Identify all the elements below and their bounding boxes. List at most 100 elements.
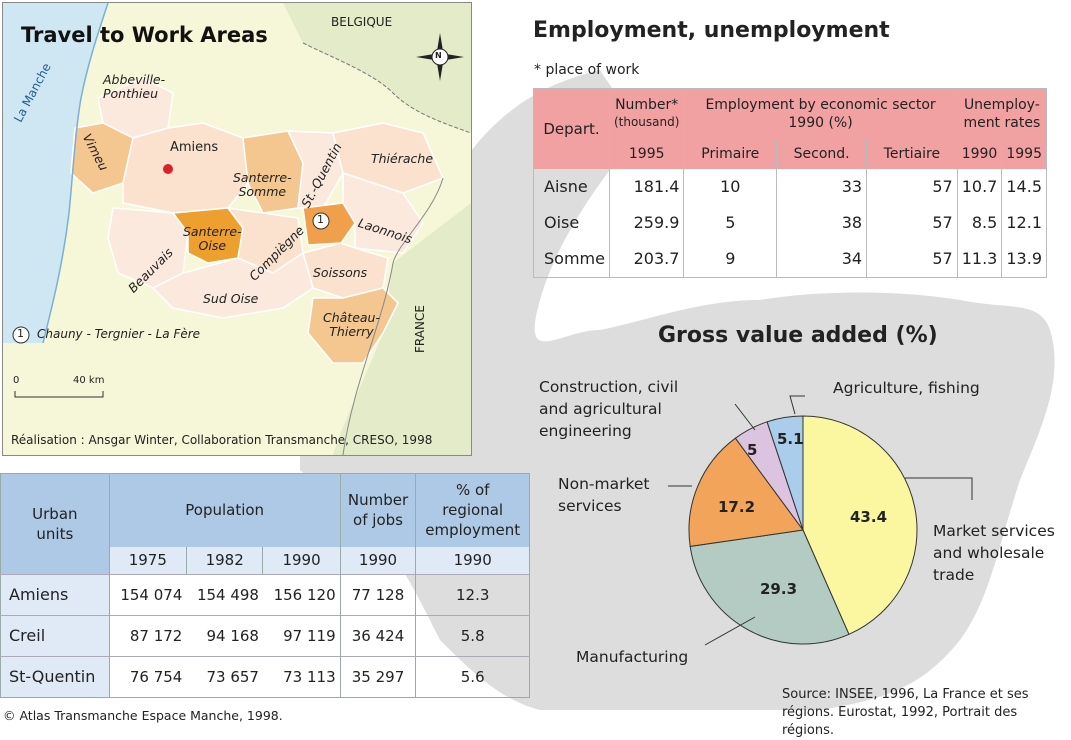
slice-value-manuf: 29.3 xyxy=(760,580,798,598)
cell-primaire: 9 xyxy=(683,240,777,277)
th-number: Number* (thousand) xyxy=(608,88,684,139)
slice-value-constr: 5 xyxy=(747,441,758,459)
cell-u1995: 13.9 xyxy=(1001,240,1047,277)
dept-name: Aisne xyxy=(544,177,588,196)
th-jobs-1990: 1990 xyxy=(339,546,416,574)
cell-tertiaire: 57 xyxy=(866,168,958,205)
cell-number: 181.4 xyxy=(608,168,684,205)
legend-marker-number: 1 xyxy=(17,327,24,340)
th-1990: 1990 xyxy=(262,546,341,574)
zone-soissons-shape xyxy=(302,242,389,299)
label-amiens: Amiens xyxy=(170,140,219,155)
belgium-area xyxy=(283,3,471,133)
gva-title: Gross value added (%) xyxy=(658,323,938,348)
cell-second: 34 xyxy=(776,240,867,277)
zone-santerre-oise: Santerre- Oise xyxy=(183,224,242,253)
th-pct: % of regional employment xyxy=(415,473,530,547)
cell-number: 259.9 xyxy=(608,204,684,241)
pie-slice-market xyxy=(802,415,918,635)
legend-manuf: Manufacturing xyxy=(576,648,689,666)
amiens-dot xyxy=(163,164,173,174)
legend-agri: Agriculture, fishing xyxy=(833,379,980,397)
cell-jobs: 35 297 xyxy=(339,655,416,697)
scale-bar xyxy=(14,391,104,398)
cell-u1990: 8.5 xyxy=(956,204,1002,241)
cell-p1982: 94 168 xyxy=(186,614,263,656)
th-u1990: 1990 xyxy=(956,138,1002,169)
employment-note: * place of work xyxy=(534,62,640,78)
leader-market xyxy=(905,477,973,500)
leader-agri xyxy=(789,395,805,415)
th-unemp: Unemploy- ment rates xyxy=(956,88,1047,139)
cell-tertiaire: 57 xyxy=(866,240,958,277)
cell-pct: 5.8 xyxy=(415,614,530,656)
legend-marker-circle xyxy=(12,326,30,344)
cell-number: 203.7 xyxy=(608,240,684,277)
zone-chateau-thierry: Château- Thierry xyxy=(323,310,380,339)
cell-tertiaire: 57 xyxy=(866,204,958,241)
slice-value-nonmarket: 17.2 xyxy=(718,498,756,516)
cell-pct: 5.6 xyxy=(415,655,530,697)
zone-soissons: Soissons xyxy=(313,265,368,280)
east-france-area xyxy=(333,203,471,455)
legend-text: Chauny - Tergnier - La Fère xyxy=(37,327,201,341)
th-jobs: Number of jobs xyxy=(339,473,416,547)
legend-market: Market services and wholesale trade xyxy=(933,522,1055,584)
zone-santerre-somme: Santerre- Somme xyxy=(233,170,292,199)
cell-p1982: 154 498 xyxy=(186,573,263,615)
th-sector: Employment by economic sector 1990 (%) xyxy=(683,88,958,139)
compass-n: N xyxy=(435,51,442,60)
cell-p1975: 76 754 xyxy=(108,655,187,697)
th-pct-1990: 1990 xyxy=(415,546,530,574)
chauny-marker-circle xyxy=(312,212,330,230)
cell-second: 33 xyxy=(776,168,867,205)
cell-p1975: 87 172 xyxy=(108,614,187,656)
th-tertiaire: Tertiaire xyxy=(866,138,958,169)
leader-constr xyxy=(734,403,756,431)
cell-p1990: 97 119 xyxy=(262,614,341,656)
unit-name: St-Quentin xyxy=(0,655,110,697)
zone-chauny-shape xyxy=(302,202,356,246)
th-1995: 1995 xyxy=(608,138,684,169)
th-primaire: Primaire xyxy=(683,138,777,169)
map-credit: Réalisation : Ansgar Winter, Collaborati… xyxy=(11,433,433,447)
th-depart: Depart. xyxy=(533,88,610,169)
zone-thierache: Thiérache xyxy=(371,151,434,166)
sea-area xyxy=(3,3,108,343)
label-belgique: BELGIQUE xyxy=(331,15,393,29)
pie-slice-nonmarket xyxy=(688,437,804,547)
th-population: Population xyxy=(108,473,341,547)
th-number-unit: (thousand) xyxy=(613,114,680,129)
unit-name: Creil xyxy=(0,614,110,656)
map-title: Travel to Work Areas xyxy=(21,23,268,47)
th-1975: 1975 xyxy=(108,546,187,574)
employment-title: Employment, unemployment xyxy=(533,18,890,43)
table-row: Amiens 154 074 154 498 156 120 77 128 12… xyxy=(0,573,530,615)
table-row: Somme 203.7 9 34 57 11.3 13.9 xyxy=(534,240,1047,277)
table-row: Aisne 181.4 10 33 57 10.7 14.5 xyxy=(534,168,1047,205)
cell-u1995: 12.1 xyxy=(1001,204,1047,241)
cell-p1975: 154 074 xyxy=(108,573,187,615)
scale-zero: 0 xyxy=(13,375,20,386)
population-table: Urban units Population Number of jobs % … xyxy=(0,473,530,698)
slice-value-agri: 5.1 xyxy=(777,430,804,448)
atlas-credit: © Atlas Transmanche Espace Manche, 1998. xyxy=(3,708,283,723)
cell-p1990: 73 113 xyxy=(262,655,341,697)
leader-manuf xyxy=(704,616,756,646)
border-belgium xyxy=(302,42,471,134)
cell-pct: 12.3 xyxy=(415,573,530,615)
legend-nonmarket: Non-market services xyxy=(558,475,650,515)
cell-primaire: 5 xyxy=(683,204,777,241)
gva-source: Source: INSEE, 1996, La France et ses ré… xyxy=(782,687,1029,738)
cell-jobs: 36 424 xyxy=(339,614,416,656)
map-svg xyxy=(3,3,471,455)
table-row: Oise 259.9 5 38 57 8.5 12.1 xyxy=(534,204,1047,241)
dept-name: Oise xyxy=(544,213,580,232)
coastline xyxy=(42,3,109,344)
th-number-label: Number* xyxy=(615,96,679,113)
th-second: Second. xyxy=(776,138,867,169)
pie-slice-agri xyxy=(766,415,804,531)
cell-jobs: 77 128 xyxy=(339,573,416,615)
table-row: Creil 87 172 94 168 97 119 36 424 5.8 xyxy=(0,614,530,656)
